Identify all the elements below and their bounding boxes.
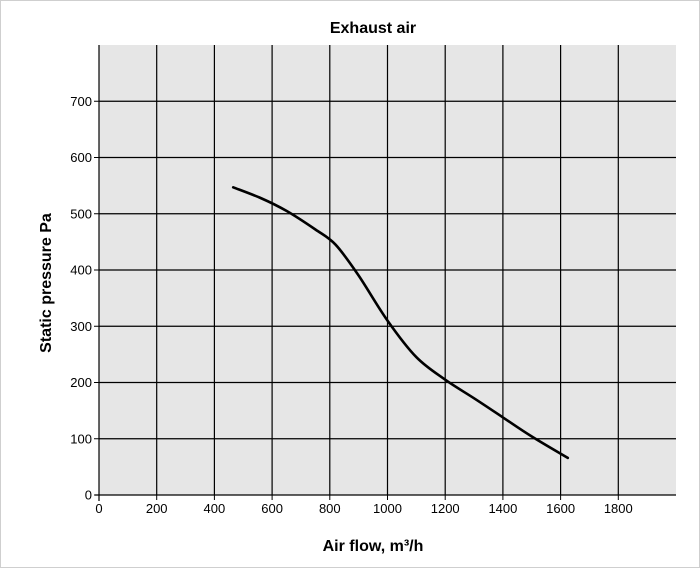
y-tick-label: 500	[70, 206, 92, 221]
x-tick-label: 1800	[604, 501, 633, 516]
x-tick-label: 0	[95, 501, 102, 516]
x-tick-label: 400	[204, 501, 226, 516]
series-line	[231, 186, 570, 460]
y-tick-labels: 0 100 200 300 400 500 600 700	[70, 94, 99, 503]
x-axis-title: Air flow, m³/h	[323, 538, 424, 555]
y-tick-label: 400	[70, 263, 92, 278]
x-tick-labels: 0 200 400 600 800 1000 1200 1400 1600 1800	[95, 495, 633, 516]
y-tick-label: 0	[85, 488, 92, 503]
grid-lines	[99, 45, 676, 495]
y-tick-label: 100	[70, 431, 92, 446]
y-tick-label: 300	[70, 319, 92, 334]
chart-title: Exhaust air	[330, 20, 416, 37]
x-tick-label: 1000	[373, 501, 402, 516]
y-tick-label: 600	[70, 150, 92, 165]
x-tick-label: 1400	[488, 501, 517, 516]
x-tick-label: 1200	[431, 501, 460, 516]
x-tick-label: 1600	[546, 501, 575, 516]
y-tick-label: 700	[70, 94, 92, 109]
x-tick-label: 800	[319, 501, 341, 516]
x-tick-label: 600	[261, 501, 283, 516]
axes	[95, 45, 676, 501]
y-axis-title: Static pressure Pa	[38, 213, 55, 353]
y-tick-label: 200	[70, 375, 92, 390]
x-tick-label: 200	[146, 501, 168, 516]
